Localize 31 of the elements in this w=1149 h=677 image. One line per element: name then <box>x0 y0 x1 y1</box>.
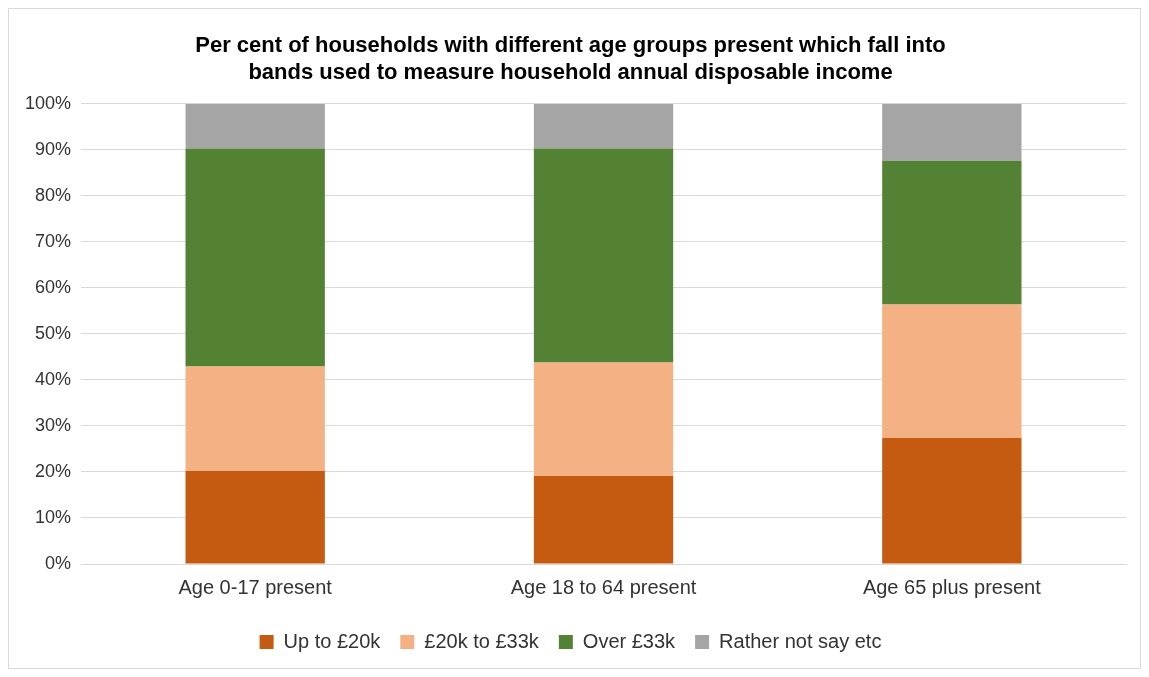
bar <box>533 362 674 477</box>
legend-label: Over £33k <box>582 629 677 652</box>
x-tick-label: Age 0-17 present <box>178 575 333 598</box>
legend-label: Up to £20k <box>283 629 382 652</box>
x-tick-label: Age 65 plus present <box>862 575 1042 598</box>
bar <box>185 366 325 472</box>
y-tick-label: 20% <box>35 460 72 481</box>
y-tick-label: 60% <box>35 276 72 297</box>
bar <box>882 437 1022 564</box>
y-tick-label: 30% <box>35 414 72 435</box>
bar <box>533 103 674 149</box>
bar <box>882 304 1022 438</box>
y-tick-label: 90% <box>35 138 72 159</box>
chart-title: Per cent of households with different age groups present which fall into bands used to measure household annual disposable income <box>195 32 946 84</box>
bar <box>185 471 325 564</box>
y-tick-label: 40% <box>35 368 72 389</box>
bar <box>533 148 674 363</box>
bar <box>533 476 674 564</box>
bar <box>185 103 325 149</box>
bar <box>882 160 1022 305</box>
bar <box>185 148 325 367</box>
x-tick-label: Age 18 to 64 present <box>510 575 697 598</box>
legend-label: Rather not say etc <box>719 629 882 652</box>
y-tick-label: 10% <box>35 506 72 527</box>
y-tick-label: 0% <box>45 552 72 573</box>
y-tick-label: 80% <box>35 184 72 205</box>
y-tick-label: 70% <box>35 230 72 251</box>
y-tick-label: 100% <box>24 92 72 113</box>
bar <box>882 103 1022 161</box>
y-tick-label: 50% <box>35 322 72 343</box>
legend-label: £20k to £33k <box>424 629 540 652</box>
